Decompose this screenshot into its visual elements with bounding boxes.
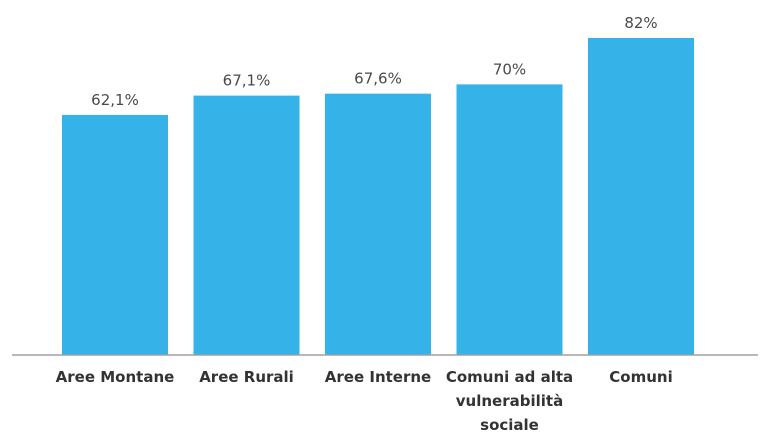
category-labels-layer: Aree Montane Aree Rurali Aree Interne Comun… bbox=[56, 368, 673, 434]
bar-1 bbox=[62, 114, 168, 356]
bar-5 bbox=[588, 38, 694, 355]
category-label-1: Aree Montane bbox=[56, 368, 175, 386]
value-label-3: 67,6% bbox=[354, 70, 402, 88]
value-label-4: 70% bbox=[493, 60, 526, 78]
category-label-2: Aree Rurali bbox=[199, 368, 294, 386]
value-labels-layer: 62,1% 67,1% 67,6% 70% 82% bbox=[91, 14, 658, 109]
category-label-3: Aree Interne bbox=[325, 368, 431, 386]
value-label-5: 82% bbox=[624, 14, 657, 32]
bars-layer bbox=[62, 38, 694, 356]
bar-4 bbox=[456, 84, 563, 355]
value-label-1: 62,1% bbox=[91, 91, 139, 109]
value-label-2: 67,1% bbox=[223, 72, 271, 90]
bar-2 bbox=[193, 95, 300, 355]
bar-3 bbox=[325, 93, 431, 356]
category-label-5: Comuni bbox=[609, 368, 672, 386]
category-label-4: Comuni ad alta vulnerabilità sociale bbox=[446, 368, 573, 434]
